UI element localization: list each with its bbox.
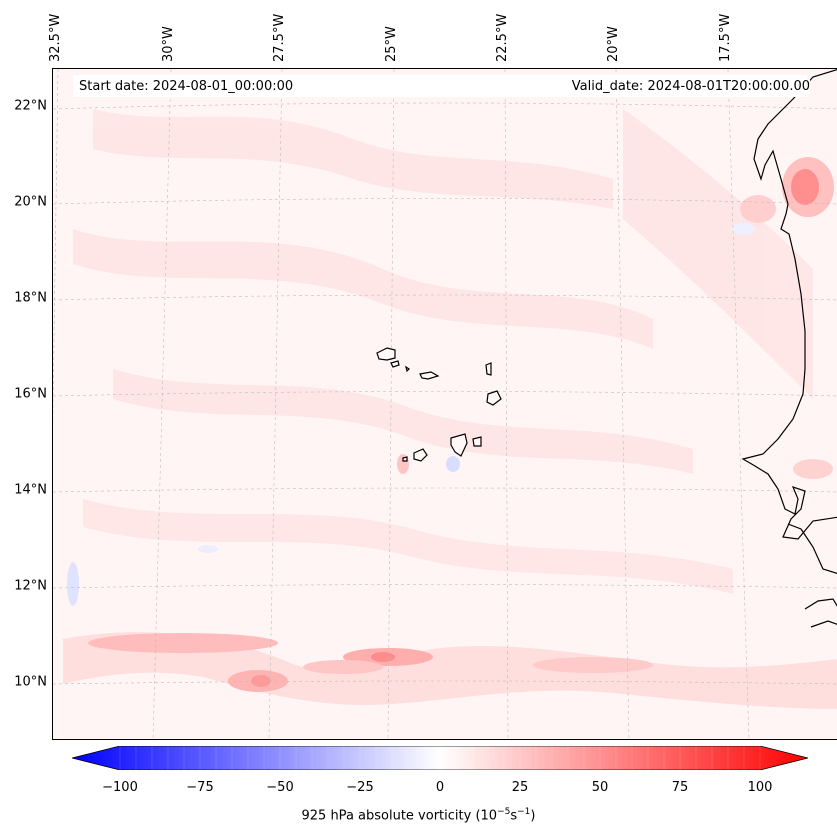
colorbar-tick-label: −25 — [346, 780, 374, 795]
colorbar-label-exp2: −1 — [517, 807, 531, 817]
lon-label: 17.5°W — [718, 13, 733, 62]
colorbar-tick-label: −50 — [266, 780, 294, 795]
colorbar-label: 925 hPa absolute vorticity (10−5s−1) — [0, 807, 837, 823]
colorbar-tick-label: 0 — [435, 780, 445, 795]
colorbar-label-mid: s — [510, 808, 518, 824]
lon-label: 25°W — [384, 26, 399, 62]
lat-label: 22°N — [14, 98, 47, 114]
vorticity-itcz-band — [63, 632, 837, 709]
lat-label: 14°N — [14, 482, 47, 498]
lat-label: 16°N — [14, 386, 47, 402]
colorbar-tick-label: 50 — [591, 780, 609, 795]
lon-label: 30°W — [161, 26, 176, 62]
colorbar-body — [72, 746, 808, 770]
lat-label: 10°N — [14, 674, 47, 690]
vorticity-map: Start date: 2024-08-01_00:00:00 Valid_da… — [52, 68, 837, 740]
colorbar-tick-label: −100 — [102, 780, 138, 795]
cape-verde-islands — [376, 347, 502, 462]
colorbar-tick-label: 25 — [511, 780, 529, 795]
coastline — [741, 69, 837, 628]
map-canvas — [53, 69, 837, 739]
vorticity-bands — [73, 109, 813, 594]
lon-label: 20°W — [606, 26, 621, 62]
colorbar-label-close: ) — [530, 808, 536, 824]
colorbar-label-exp1: −5 — [497, 807, 511, 817]
colorbar — [72, 746, 808, 770]
colorbar-label-main: 925 hPa absolute vorticity (10 — [301, 808, 498, 824]
gridlines — [53, 69, 837, 739]
valid-date: Valid_date: 2024-08-01T20:00:00.00 — [571, 79, 810, 94]
lon-label: 32.5°W — [48, 13, 63, 62]
lon-label: 27.5°W — [272, 13, 287, 62]
start-date: Start date: 2024-08-01_00:00:00 — [79, 79, 294, 94]
colorbar-tick-label: 75 — [671, 780, 689, 795]
lat-label: 20°N — [14, 194, 47, 210]
colorbar-tick-label: −75 — [186, 780, 214, 795]
lat-label: 18°N — [14, 290, 47, 306]
lat-label: 12°N — [14, 578, 47, 594]
lon-label: 22.5°W — [495, 13, 510, 62]
colorbar-tick-label: 100 — [747, 780, 773, 795]
